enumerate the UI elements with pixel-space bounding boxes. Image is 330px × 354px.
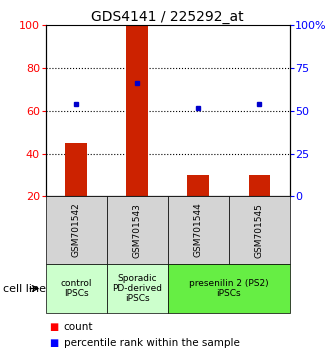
Text: GSM701542: GSM701542	[72, 203, 81, 257]
Text: Sporadic
PD-derived
iPSCs: Sporadic PD-derived iPSCs	[112, 274, 162, 303]
Bar	[168, 196, 229, 264]
Text: GSM701545: GSM701545	[255, 202, 264, 258]
Bar	[187, 175, 209, 196]
Bar	[229, 196, 290, 264]
Text: count: count	[64, 322, 93, 332]
Text: ■: ■	[49, 322, 58, 332]
Bar	[65, 143, 87, 196]
Text: GSM701543: GSM701543	[133, 202, 142, 258]
Bar	[107, 196, 168, 264]
Bar	[107, 264, 168, 313]
Text: presenilin 2 (PS2)
iPSCs: presenilin 2 (PS2) iPSCs	[189, 279, 269, 298]
Bar	[46, 264, 107, 313]
Text: percentile rank within the sample: percentile rank within the sample	[64, 338, 240, 348]
Text: GSM701544: GSM701544	[194, 203, 203, 257]
Bar	[46, 196, 107, 264]
Text: ■: ■	[49, 338, 58, 348]
Text: control
IPSCs: control IPSCs	[60, 279, 92, 298]
Bar	[248, 175, 270, 196]
Bar	[168, 264, 290, 313]
Bar	[126, 25, 148, 196]
Text: cell line: cell line	[3, 284, 46, 293]
Title: GDS4141 / 225292_at: GDS4141 / 225292_at	[91, 10, 244, 24]
